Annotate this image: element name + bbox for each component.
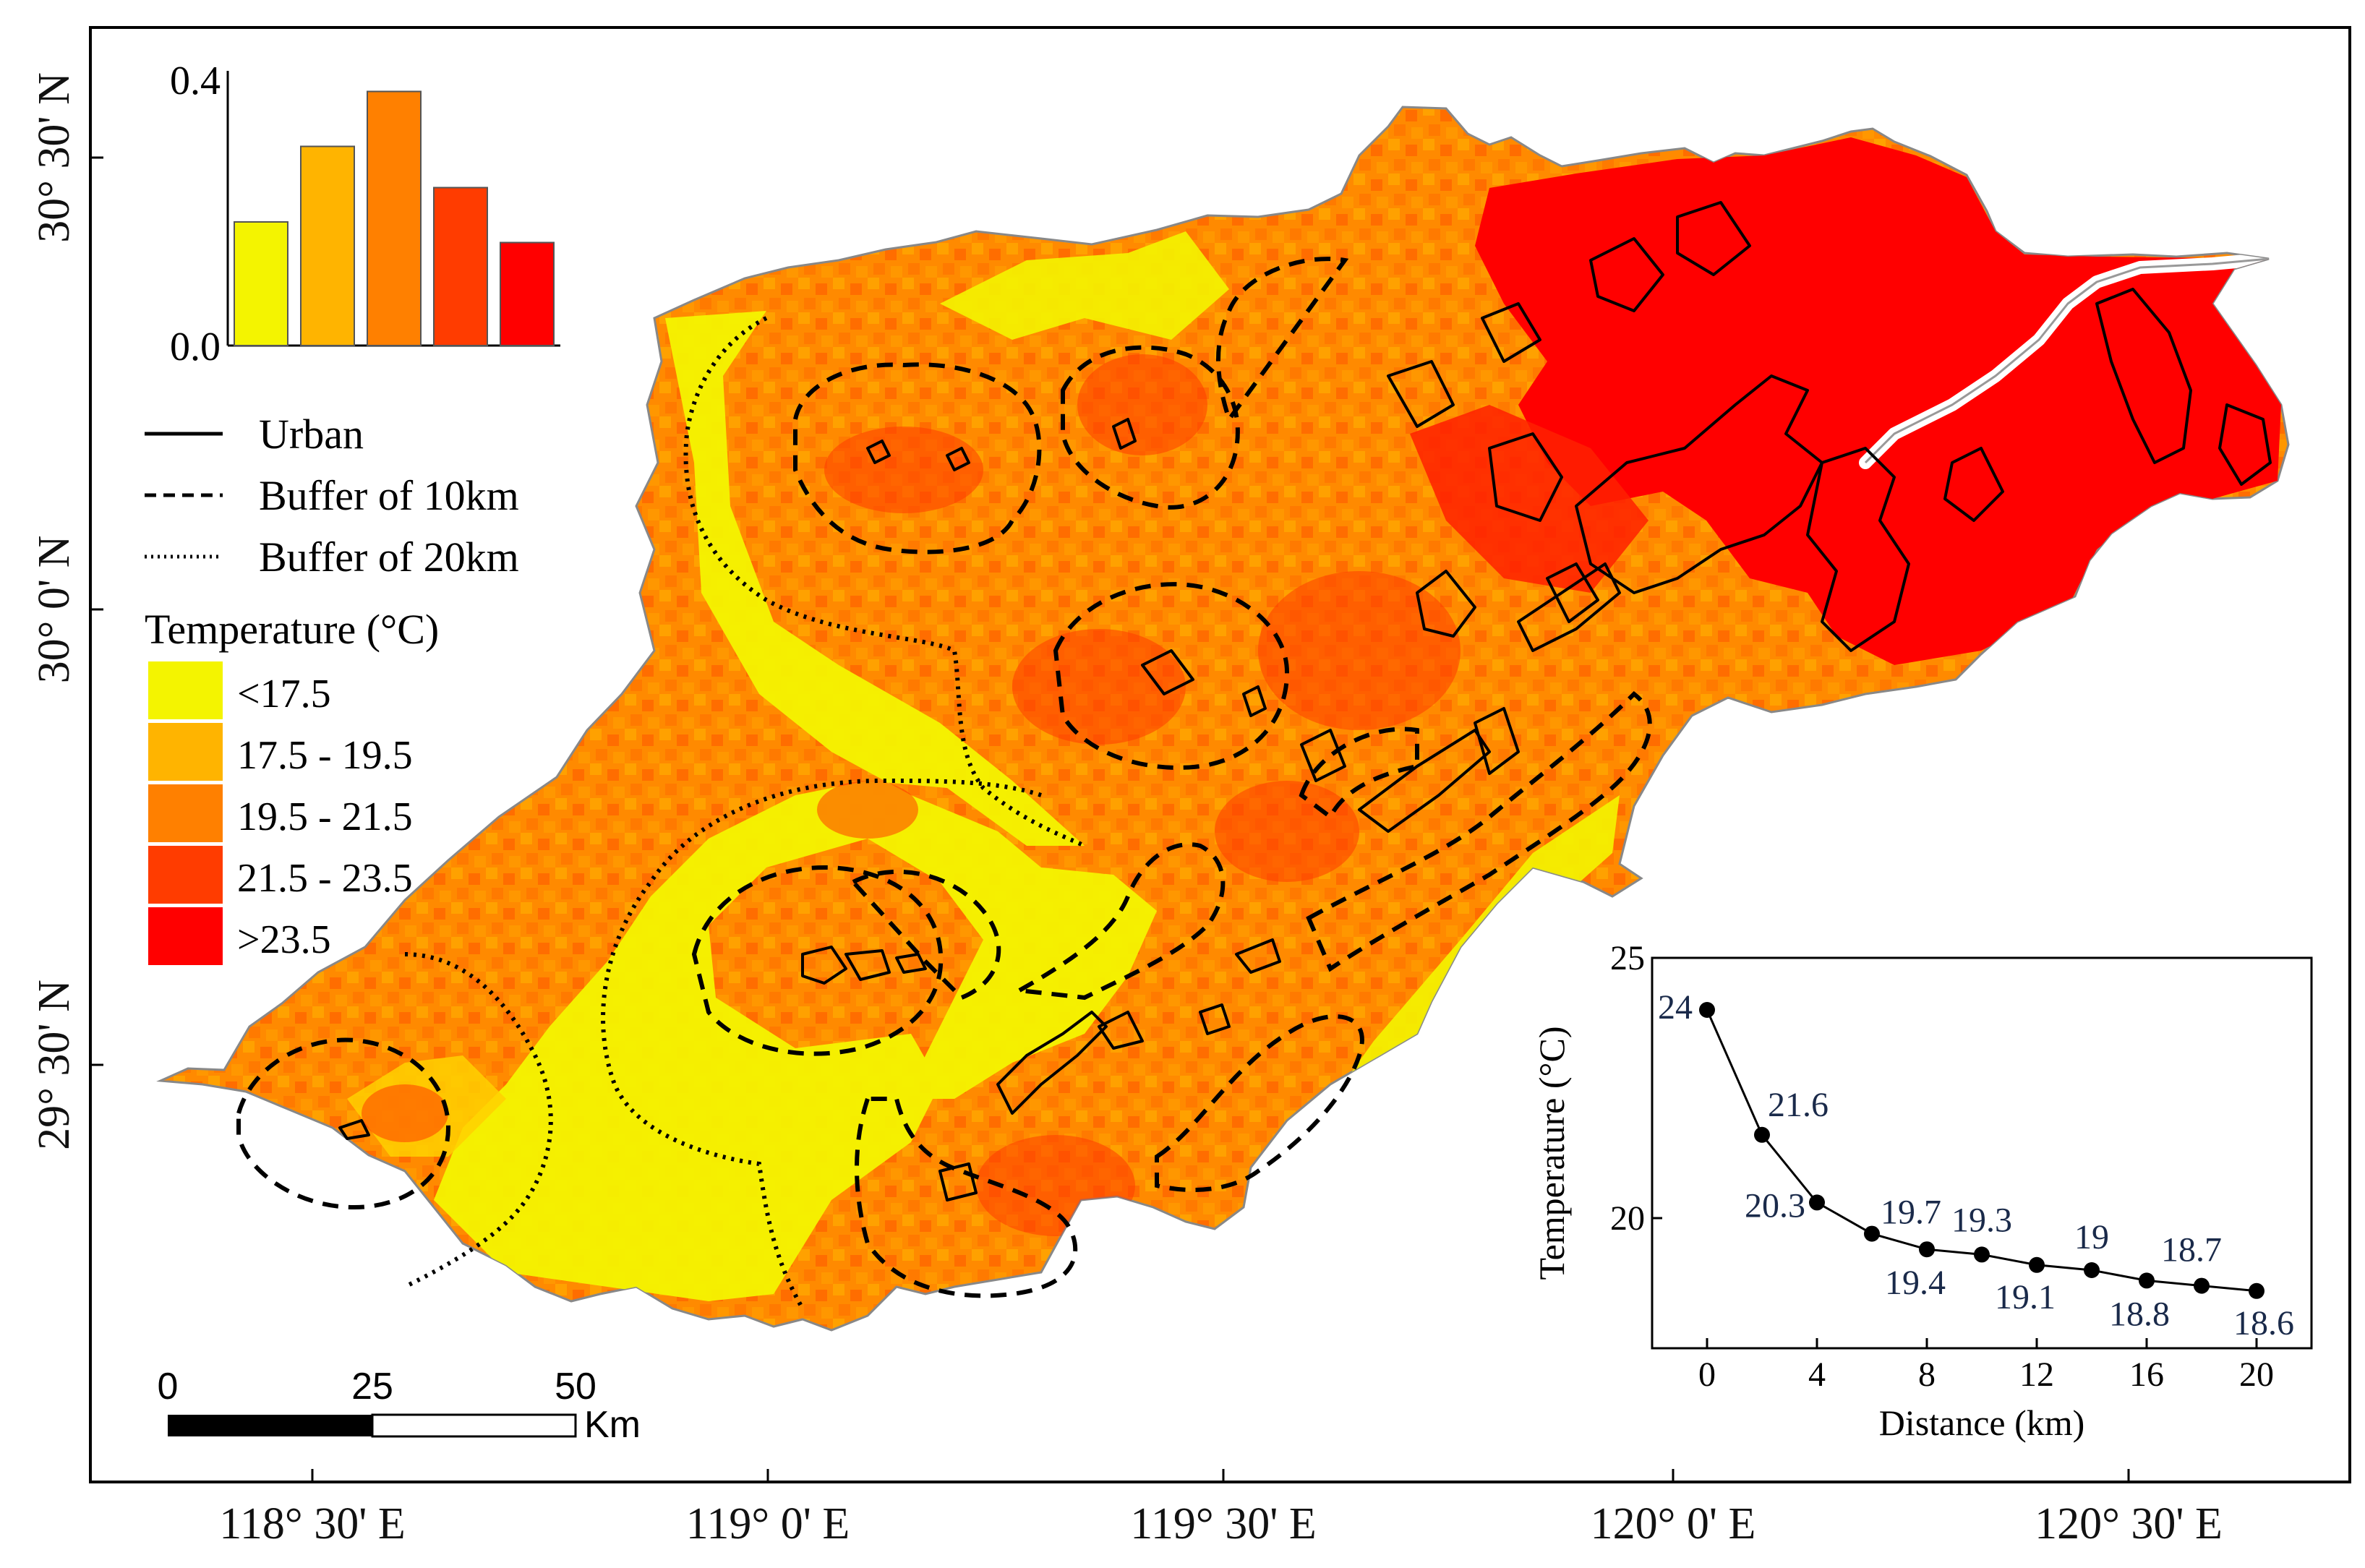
scale-bar: 0 25 50 Km [158, 1366, 641, 1446]
line-chart-xlabel: Distance (km) [1879, 1402, 2085, 1443]
line-point-label-7: 19 [2074, 1218, 2109, 1256]
graticule-ticks [90, 156, 2130, 1482]
line-point-8 [2139, 1272, 2155, 1289]
line-point-label-6: 19.1 [1995, 1278, 2056, 1316]
line-point-3 [1864, 1225, 1880, 1242]
legend-10km-label: Buffer of 10km [259, 472, 519, 519]
line-point-2 [1809, 1194, 1825, 1211]
line-point-label-9: 18.7 [2161, 1231, 2222, 1269]
urban-outlines [338, 201, 2272, 1201]
x-tick-label-5: 20 [2239, 1355, 2274, 1394]
line-point-1 [1754, 1126, 1770, 1143]
line-chart-frame [1651, 956, 2313, 1350]
scale-tick-25: 25 [351, 1366, 393, 1408]
bar-1 [234, 221, 288, 346]
lat-label-1: 30° 30' N [30, 72, 79, 243]
legend-class-2: 17.5 - 19.5 [237, 733, 413, 778]
x-tick-label-2: 8 [1918, 1355, 1936, 1394]
lon-label-4: 120° 0' E [1591, 1499, 1756, 1548]
legend-swatch-5 [148, 907, 223, 965]
temperature-legend-title: Temperature (°C) [145, 606, 439, 653]
line-point-0 [1699, 1002, 1715, 1018]
hot-zone-core-extra [1410, 405, 1648, 593]
line-point-label-8: 18.8 [2109, 1295, 2170, 1333]
scale-bar-black [168, 1415, 372, 1436]
line-point-label-3: 19.7 [1881, 1194, 1941, 1232]
y-tick-label-0: 20 [1610, 1199, 1645, 1238]
lon-label-3: 119° 30' E [1130, 1499, 1317, 1548]
line-point-10 [2249, 1282, 2265, 1299]
temperature-raster [156, 106, 2290, 1332]
lat-label-3: 29° 30' N [30, 980, 79, 1150]
buffer-20km [403, 316, 1086, 1310]
line-point-5 [1974, 1246, 1990, 1263]
hot-zone-northeast [1475, 137, 2281, 665]
legend-class-3: 19.5 - 21.5 [237, 794, 413, 839]
legend-20km-label: Buffer of 20km [259, 534, 519, 580]
lon-label-1: 118° 30' E [219, 1499, 406, 1548]
line-chart-ylabel: Temperature (°C) [1531, 1026, 1572, 1280]
y-tick-label-1: 25 [1610, 939, 1645, 977]
bar-chart-ytick-top: 0.4 [170, 59, 221, 103]
line-point-label-10: 18.6 [2233, 1304, 2294, 1342]
line-point-label-5: 19.3 [1951, 1201, 2012, 1239]
bar-4 [433, 187, 488, 346]
bar-2 [300, 145, 355, 346]
x-tick-label-0: 0 [1698, 1355, 1716, 1394]
buffer-10km [236, 257, 1652, 1298]
line-point-label-4: 19.4 [1885, 1264, 1946, 1302]
legend-class-5: >23.5 [237, 917, 331, 962]
line-chart-panel [1580, 958, 2311, 1413]
legend-swatch-1 [148, 661, 223, 719]
line-point-label-0: 24 [1658, 988, 1693, 1027]
scale-unit: Km [584, 1404, 641, 1446]
line-legend: Urban Buffer of 10km Buffer of 20km [145, 411, 519, 580]
legend-class-4: 21.5 - 23.5 [237, 856, 413, 901]
legend-swatch-4 [148, 846, 223, 904]
line-point-6 [2029, 1256, 2045, 1273]
line-point-4 [1919, 1241, 1935, 1258]
line-point-label-2: 20.3 [1745, 1186, 1805, 1225]
cool-zone-north [940, 231, 1229, 340]
line-point-9 [2194, 1277, 2210, 1294]
x-tick-label-3: 12 [2019, 1355, 2054, 1394]
line-point-label-1: 21.6 [1768, 1086, 1829, 1124]
lon-label-2: 119° 0' E [686, 1499, 850, 1548]
legend-urban-label: Urban [259, 411, 364, 458]
legend-class-1: <17.5 [237, 672, 331, 716]
legend-swatch-3 [148, 784, 223, 842]
map-frame [89, 26, 2351, 1483]
bar-chart: 0.4 0.0 [170, 59, 560, 369]
lon-label-5: 120° 30' E [2035, 1499, 2223, 1548]
scale-bar-white [371, 1413, 577, 1438]
legend-swatch-2 [148, 723, 223, 781]
bar-3 [367, 90, 422, 346]
bar-chart-ytick-bottom: 0.0 [170, 325, 221, 369]
x-tick-label-4: 16 [2129, 1355, 2164, 1394]
lat-label-2: 30° 0' N [30, 536, 79, 684]
x-tick-label-1: 4 [1808, 1355, 1826, 1394]
river-bank [1864, 257, 2270, 464]
scale-tick-0: 0 [158, 1366, 179, 1408]
cool-zone-west [434, 311, 1157, 1301]
scale-tick-50: 50 [555, 1366, 596, 1408]
bar-5 [500, 241, 555, 346]
temperature-legend: Temperature (°C) <17.5 17.5 - 19.5 19.5 … [145, 606, 439, 965]
warm-patches [362, 354, 1461, 1236]
line-point-7 [2084, 1262, 2100, 1278]
line-chart: 0 4 8 12 16 20 20 25 24 21.6 20.3 19.7 19.419.3 19.1… [1531, 939, 2313, 1443]
